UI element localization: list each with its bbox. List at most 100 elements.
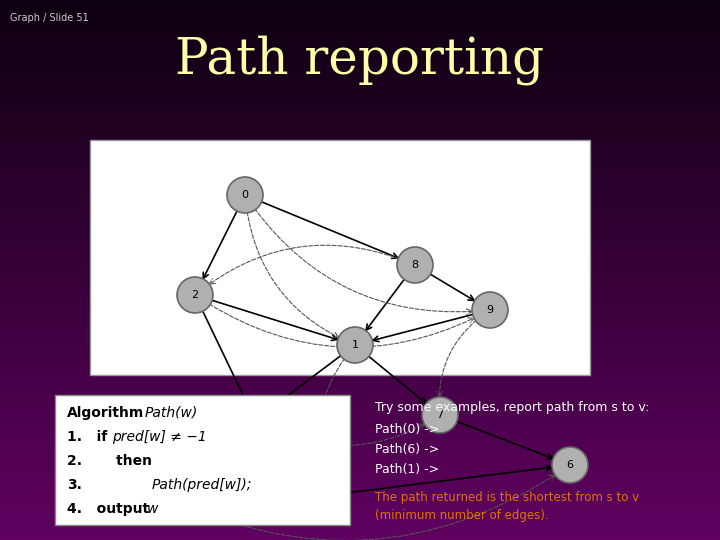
Text: 6: 6 bbox=[567, 460, 574, 470]
Bar bbox=[0, 177, 720, 178]
Bar bbox=[0, 310, 720, 311]
Text: 2.       then: 2. then bbox=[67, 454, 152, 468]
Bar bbox=[0, 445, 720, 446]
Bar bbox=[0, 200, 720, 201]
Circle shape bbox=[177, 277, 213, 313]
Bar bbox=[0, 521, 720, 522]
Bar bbox=[0, 354, 720, 355]
Bar bbox=[0, 32, 720, 33]
Bar bbox=[0, 431, 720, 432]
Bar bbox=[0, 497, 720, 498]
Bar bbox=[0, 512, 720, 513]
Bar bbox=[0, 13, 720, 14]
Bar bbox=[0, 436, 720, 437]
Bar bbox=[0, 40, 720, 41]
Bar bbox=[0, 331, 720, 332]
Bar bbox=[0, 369, 720, 370]
Bar bbox=[0, 373, 720, 374]
Text: 3: 3 bbox=[251, 415, 258, 425]
Bar bbox=[0, 460, 720, 461]
Bar bbox=[0, 368, 720, 369]
Bar bbox=[0, 48, 720, 49]
Bar bbox=[0, 358, 720, 359]
Bar bbox=[0, 490, 720, 491]
Bar bbox=[0, 63, 720, 64]
Bar bbox=[0, 492, 720, 493]
Bar bbox=[0, 100, 720, 101]
Bar bbox=[0, 198, 720, 199]
Bar bbox=[0, 435, 720, 436]
Bar bbox=[0, 152, 720, 153]
Bar bbox=[0, 408, 720, 409]
Bar bbox=[0, 518, 720, 519]
Bar bbox=[0, 384, 720, 385]
Bar bbox=[0, 163, 720, 164]
Bar bbox=[0, 126, 720, 127]
Bar bbox=[0, 488, 720, 489]
Bar bbox=[0, 111, 720, 112]
Bar bbox=[0, 381, 720, 382]
Bar bbox=[0, 121, 720, 122]
Bar bbox=[0, 120, 720, 121]
Bar bbox=[0, 39, 720, 40]
Bar bbox=[0, 433, 720, 434]
Bar bbox=[0, 484, 720, 485]
Bar bbox=[0, 56, 720, 57]
Bar bbox=[0, 3, 720, 4]
Bar bbox=[0, 160, 720, 161]
Bar bbox=[0, 264, 720, 265]
Bar bbox=[0, 99, 720, 100]
Bar bbox=[0, 223, 720, 224]
Bar bbox=[0, 517, 720, 518]
Bar bbox=[0, 298, 720, 299]
Bar bbox=[0, 405, 720, 406]
Bar bbox=[0, 79, 720, 80]
Bar bbox=[0, 210, 720, 211]
Text: Path(pred[w]);: Path(pred[w]); bbox=[152, 478, 253, 492]
Bar bbox=[0, 311, 720, 312]
Bar bbox=[0, 25, 720, 26]
Bar bbox=[0, 82, 720, 83]
Bar bbox=[0, 174, 720, 175]
Bar bbox=[0, 201, 720, 202]
Bar bbox=[0, 537, 720, 538]
Bar bbox=[0, 305, 720, 306]
Bar bbox=[0, 54, 720, 55]
Bar bbox=[0, 67, 720, 68]
Bar bbox=[0, 22, 720, 23]
Bar bbox=[0, 392, 720, 393]
Bar bbox=[0, 58, 720, 59]
Bar bbox=[0, 257, 720, 258]
Bar bbox=[0, 242, 720, 243]
Bar bbox=[0, 46, 720, 47]
Bar bbox=[0, 295, 720, 296]
Bar bbox=[0, 447, 720, 448]
Bar bbox=[0, 400, 720, 401]
Bar bbox=[0, 365, 720, 366]
Bar bbox=[0, 536, 720, 537]
Bar bbox=[0, 371, 720, 372]
Bar bbox=[0, 317, 720, 318]
Bar bbox=[0, 209, 720, 210]
Bar bbox=[0, 322, 720, 323]
Bar bbox=[0, 520, 720, 521]
Bar bbox=[0, 332, 720, 333]
Bar bbox=[0, 513, 720, 514]
Bar bbox=[0, 473, 720, 474]
Bar bbox=[0, 357, 720, 358]
Bar bbox=[0, 255, 720, 256]
Bar bbox=[0, 395, 720, 396]
Bar bbox=[0, 212, 720, 213]
Bar bbox=[0, 467, 720, 468]
Bar bbox=[0, 491, 720, 492]
Bar bbox=[0, 465, 720, 466]
Bar bbox=[0, 339, 720, 340]
Bar bbox=[0, 211, 720, 212]
Text: Algorithm: Algorithm bbox=[67, 406, 144, 420]
Bar bbox=[0, 519, 720, 520]
Bar bbox=[0, 476, 720, 477]
Bar bbox=[0, 351, 720, 352]
Bar bbox=[0, 409, 720, 410]
Bar bbox=[0, 261, 720, 262]
Bar bbox=[90, 140, 590, 375]
